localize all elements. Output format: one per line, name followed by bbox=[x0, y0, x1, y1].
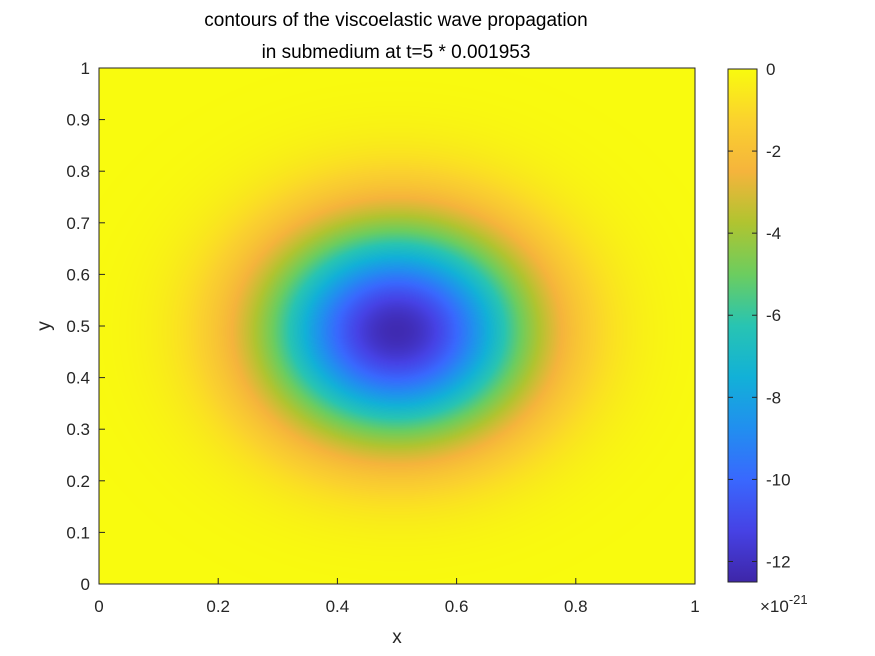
colorbar-tick-label: 0 bbox=[766, 60, 775, 79]
colorbar-frame bbox=[727, 68, 758, 583]
y-tick-label: 0.7 bbox=[66, 214, 90, 233]
y-tick-label: 0.6 bbox=[66, 265, 90, 284]
y-axis-ticks: 0 0.1 0.2 0.3 0.4 0.5 0.6 0.7 0.8 0.9 1 bbox=[66, 59, 105, 594]
colorbar-tick-label: -12 bbox=[766, 552, 791, 571]
heatmap-image bbox=[99, 68, 695, 584]
y-tick-label: 1 bbox=[81, 59, 90, 78]
plot-area bbox=[98, 67, 696, 585]
colorbar: -12 -10 -8 -6 -4 -2 0 ×10-21 bbox=[727, 60, 808, 616]
x-tick-label: 0 bbox=[94, 597, 103, 616]
chart-title-line-1: contours of the viscoelastic wave propag… bbox=[204, 10, 587, 31]
x-tick-label: 0.4 bbox=[326, 597, 350, 616]
x-axis-label: x bbox=[392, 627, 402, 648]
y-tick-label: 0 bbox=[81, 575, 90, 594]
x-tick-label: 1 bbox=[690, 597, 699, 616]
colorbar-exponent: ×10-21 bbox=[760, 592, 808, 616]
y-tick-label: 0.5 bbox=[66, 317, 90, 336]
y-tick-label: 0.3 bbox=[66, 420, 90, 439]
colorbar-tick-label: -2 bbox=[766, 142, 781, 161]
colorbar-tick-label: -6 bbox=[766, 306, 781, 325]
y-tick-label: 0.9 bbox=[66, 111, 90, 130]
x-tick-label: 0.2 bbox=[206, 597, 230, 616]
colorbar-fill bbox=[728, 69, 757, 582]
y-tick-label: 0.4 bbox=[66, 369, 90, 388]
y-tick-label: 0.8 bbox=[66, 162, 90, 181]
x-tick-label: 0.8 bbox=[564, 597, 588, 616]
colorbar-tick-label: -4 bbox=[766, 224, 781, 243]
chart-title-line-2: in submedium at t=5 * 0.001953 bbox=[262, 42, 531, 63]
colorbar-tick-label: -8 bbox=[766, 388, 781, 407]
colorbar-ticks: -12 -10 -8 -6 -4 -2 0 bbox=[728, 60, 791, 571]
y-axis-label: y bbox=[34, 321, 55, 331]
colorbar-tick-label: -10 bbox=[766, 470, 791, 489]
y-tick-label: 0.2 bbox=[66, 472, 90, 491]
x-tick-label: 0.6 bbox=[445, 597, 469, 616]
y-tick-label: 0.1 bbox=[66, 523, 90, 542]
x-axis-ticks: 0 0.2 0.4 0.6 0.8 1 bbox=[94, 578, 700, 616]
